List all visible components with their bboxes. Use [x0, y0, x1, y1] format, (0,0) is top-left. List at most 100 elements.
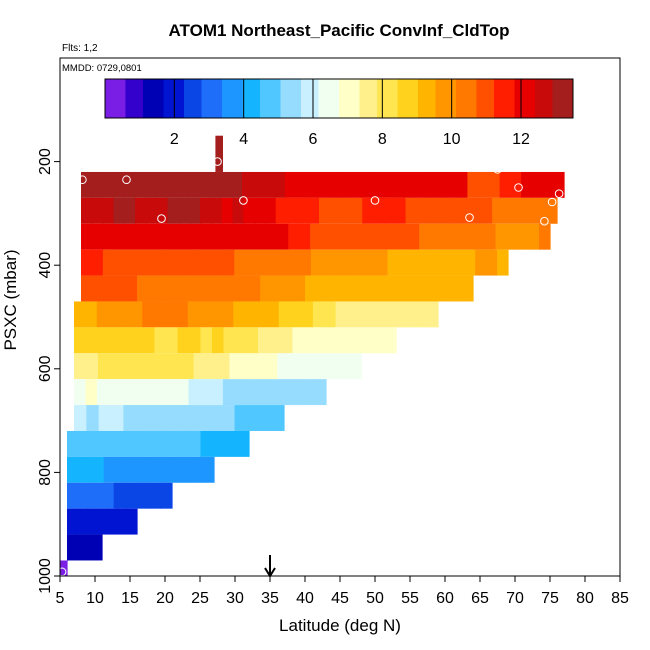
heatmap-cell: [304, 327, 317, 354]
heatmap-cell: [97, 327, 110, 354]
heatmap-cell: [370, 171, 383, 198]
colorbar-segment: [476, 79, 480, 118]
heatmap-cell: [462, 223, 475, 250]
y-axis: 200 400 600 800 1000: [37, 148, 60, 594]
colorbar-segment: [151, 79, 156, 118]
heatmap-cell: [177, 171, 189, 198]
heatmap-cell: [85, 301, 98, 328]
heatmap-cell: [384, 327, 397, 354]
heatmap-cell: [74, 379, 87, 406]
heatmap-cell: [467, 171, 479, 198]
colorbar-segment: [198, 79, 203, 118]
heatmap-cell: [151, 430, 165, 457]
heatmap-cell: [524, 197, 536, 224]
colorbar-segment: [526, 79, 530, 118]
heatmap-cell: [376, 249, 389, 276]
heatmap-cell: [91, 223, 104, 250]
heatmap-cell: [431, 249, 443, 276]
heatmap-cell: [321, 249, 334, 276]
heatmap-cell: [246, 405, 260, 431]
colorbar-segment: [546, 79, 551, 118]
heatmap-cell: [473, 223, 486, 250]
colorbar-segment: [145, 79, 150, 118]
heatmap-cell: [113, 223, 126, 250]
heatmap-cell: [205, 353, 219, 380]
heatmap-cell: [289, 249, 301, 276]
heatmap-cell: [160, 482, 173, 509]
heatmap-cell: [308, 197, 320, 224]
colorbar-segment: [271, 79, 276, 118]
heatmap-cell: [146, 249, 159, 276]
heatmap-cell: [81, 249, 93, 276]
heatmap-cell: [124, 249, 137, 276]
heatmap-cell: [169, 353, 183, 380]
heatmap-cell: [119, 301, 132, 328]
heatmap-cell: [170, 275, 183, 302]
heatmap-cell: [154, 379, 167, 406]
heatmap-cell: [373, 197, 385, 224]
heatmap-cell: [176, 430, 189, 457]
colorbar-segment: [210, 79, 214, 118]
colorbar-segment: [224, 79, 229, 118]
heatmap-cell: [416, 197, 428, 224]
colorbar-segment: [558, 79, 562, 118]
y-tick-label: 1000: [37, 558, 54, 594]
heatmap-cell: [178, 197, 190, 224]
heatmap-cell: [210, 301, 223, 328]
colorbar-segment: [116, 79, 121, 118]
heatmap-cell: [201, 456, 215, 483]
heatmap-cell: [85, 353, 99, 380]
heatmap-cell: [159, 275, 172, 302]
heatmap-cell: [405, 197, 417, 224]
heatmap-cell: [140, 456, 154, 483]
heatmap-cell: [135, 223, 148, 250]
heatmap-cell: [263, 171, 275, 198]
heatmap-cell: [134, 171, 146, 198]
heatmap-cell: [222, 223, 235, 250]
heatmap-cell: [392, 171, 404, 198]
heatmap-cell: [343, 249, 356, 276]
colorbar-segment: [195, 79, 200, 118]
colorbar-segment: [479, 79, 483, 118]
y-tick-label: 800: [37, 459, 54, 486]
heatmap-cell: [113, 482, 126, 509]
colorbar-segment: [134, 79, 138, 118]
data-marker: [493, 165, 502, 174]
heatmap-cell: [125, 275, 138, 302]
colorbar-segment: [298, 79, 302, 118]
colorbar-segment: [324, 79, 328, 118]
heatmap-cell: [365, 249, 378, 276]
heatmap-cell: [231, 171, 243, 198]
heatmap-cell: [280, 379, 293, 406]
heatmap-cell: [157, 223, 169, 250]
x-tick-label: 35: [261, 590, 279, 607]
heatmap-cell: [81, 223, 93, 250]
heatmap-cell: [233, 301, 246, 328]
heatmap-cell: [221, 301, 234, 328]
heatmap-cell: [415, 301, 428, 328]
heatmap-cell: [349, 171, 361, 198]
colorbar-segment: [456, 79, 460, 118]
heatmap-cell: [475, 249, 487, 276]
heatmap-cell: [295, 171, 307, 198]
heatmap-cell: [264, 197, 277, 224]
colorbar-segment: [502, 79, 507, 118]
heatmap-cell: [131, 327, 144, 354]
heatmap-cell: [484, 223, 497, 250]
heatmap-cell: [77, 508, 88, 535]
colorbar-segment: [488, 79, 492, 118]
heatmap-cell: [220, 171, 232, 198]
colorbar-segment: [248, 79, 252, 118]
colorbar-segment: [350, 79, 355, 118]
colorbar-segment: [277, 79, 281, 118]
colorbar-segment: [169, 79, 173, 118]
colorbar-tick-label: 6: [309, 131, 318, 148]
colorbar-segment: [330, 79, 334, 118]
colorbar-segment: [494, 79, 498, 118]
x-tick-label: 25: [191, 590, 209, 607]
heatmap-cell: [337, 353, 350, 380]
heatmap-cell: [188, 171, 200, 198]
latitude-arrow-marker: [264, 555, 276, 578]
x-tick-label: 45: [331, 590, 349, 607]
heatmap-cell: [244, 223, 257, 250]
